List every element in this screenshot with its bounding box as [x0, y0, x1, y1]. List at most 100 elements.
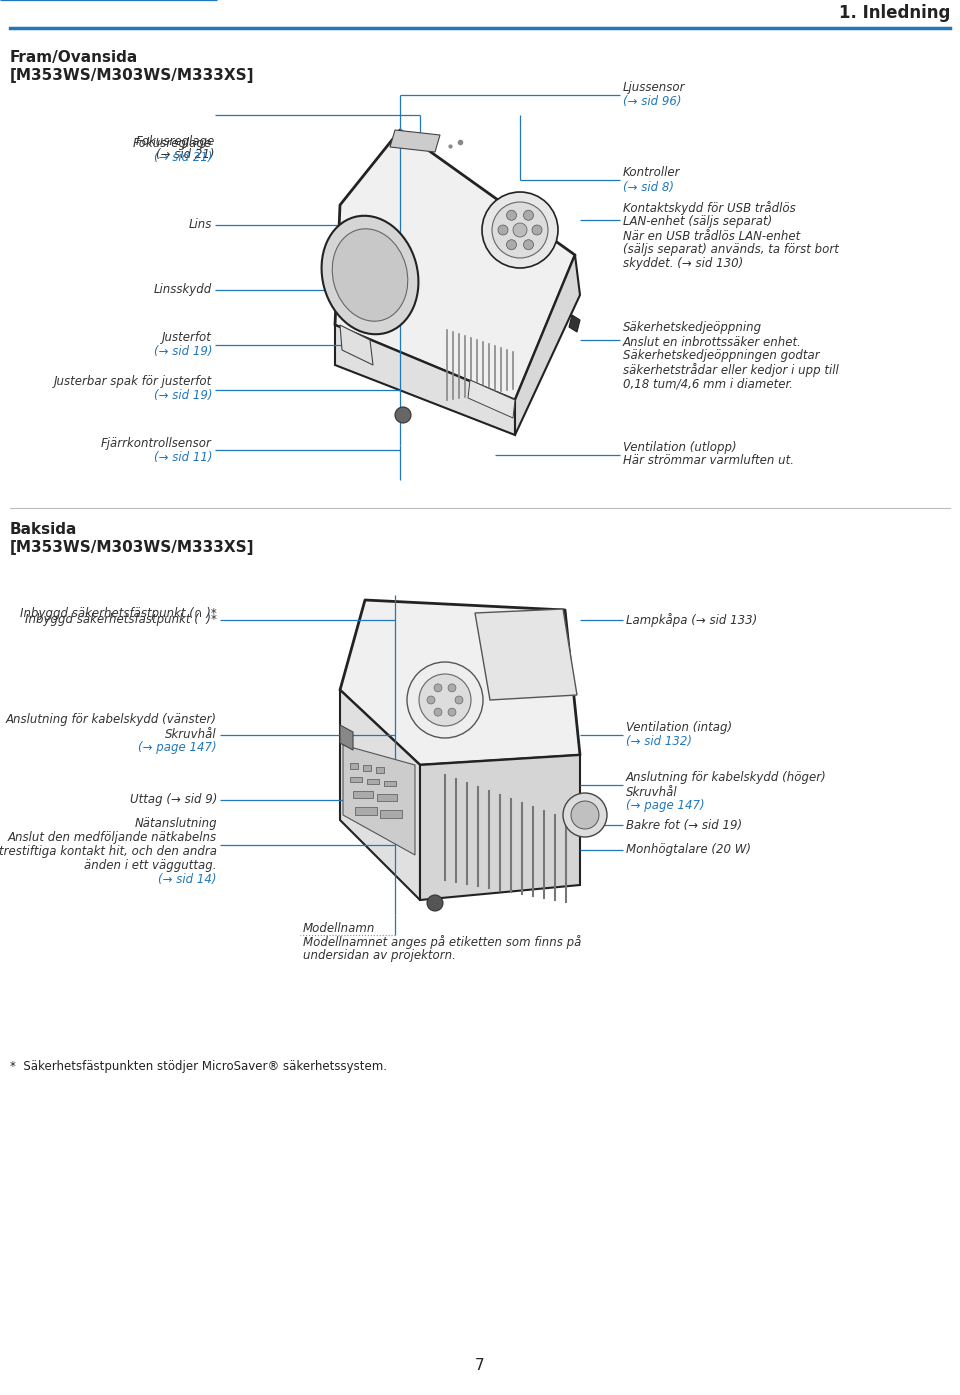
Circle shape [455, 696, 463, 704]
Text: (→ page 147): (→ page 147) [138, 742, 217, 755]
Text: 1. Inledning: 1. Inledning [839, 4, 950, 22]
Circle shape [407, 663, 483, 738]
Circle shape [434, 709, 442, 716]
Text: Kontaktskydd för USB trådlös: Kontaktskydd för USB trådlös [623, 201, 796, 215]
Text: Lampkåpa (→ sid 133): Lampkåpa (→ sid 133) [626, 612, 757, 626]
Circle shape [532, 225, 542, 234]
Polygon shape [569, 315, 580, 332]
Bar [350, 763, 358, 769]
Bar [380, 810, 402, 817]
Bar [353, 791, 373, 798]
Text: (→ sid 21): (→ sid 21) [156, 148, 215, 162]
Text: 0,18 tum/4,6 mm i diameter.: 0,18 tum/4,6 mm i diameter. [623, 378, 793, 391]
Bar [363, 764, 371, 771]
Polygon shape [468, 379, 515, 418]
Text: Ventilation (utlopp): Ventilation (utlopp) [623, 441, 736, 453]
Text: När en USB trådlös LAN-enhet: När en USB trådlös LAN-enhet [623, 230, 801, 243]
Text: [M353WS/M303WS/M333XS]: [M353WS/M303WS/M333XS] [10, 540, 254, 555]
Text: (→ page 147): (→ page 147) [626, 799, 705, 812]
Text: Fram/Ovansida: Fram/Ovansida [10, 50, 138, 66]
Text: Här strömmar varmluften ut.: Här strömmar varmluften ut. [623, 455, 794, 467]
Polygon shape [340, 725, 353, 751]
Text: Skruvhål: Skruvhål [626, 785, 678, 798]
Circle shape [482, 193, 558, 268]
Text: Nätanslutning: Nätanslutning [134, 816, 217, 830]
Text: änden i ett vägguttag.: änden i ett vägguttag. [84, 858, 217, 872]
Text: *  Säkerhetsfästpunkten stödjer MicroSaver® säkerhetssystem.: * Säkerhetsfästpunkten stödjer MicroSave… [10, 1060, 387, 1073]
Text: Modellnamn: Modellnamn [303, 922, 375, 935]
Text: Fokusreglage: Fokusreglage [132, 137, 212, 149]
Bar [377, 794, 397, 801]
Bar [350, 777, 362, 783]
Text: Fokusreglage: Fokusreglage [135, 135, 215, 148]
Polygon shape [420, 755, 580, 900]
Circle shape [448, 684, 456, 692]
Text: undersidan av projektorn.: undersidan av projektorn. [303, 950, 456, 963]
Text: Anslutning för kabelskydd (vänster): Anslutning för kabelskydd (vänster) [6, 713, 217, 727]
Text: Justerbar spak för justerfot: Justerbar spak för justerfot [54, 375, 212, 388]
Text: 7: 7 [475, 1357, 485, 1373]
Ellipse shape [344, 243, 396, 307]
Circle shape [563, 792, 607, 837]
Circle shape [507, 240, 516, 250]
Text: trestiftiga kontakt hit, och den andra: trestiftiga kontakt hit, och den andra [0, 844, 217, 858]
Circle shape [448, 709, 456, 716]
Text: (→ sid 14): (→ sid 14) [158, 872, 217, 886]
Ellipse shape [322, 216, 419, 335]
Text: (→ sid 8): (→ sid 8) [623, 180, 674, 194]
Polygon shape [515, 255, 580, 435]
Circle shape [507, 211, 516, 220]
Text: Bakre fot (→ sid 19): Bakre fot (→ sid 19) [626, 819, 742, 831]
Text: säkerhetstrådar eller kedjor i upp till: säkerhetstrådar eller kedjor i upp till [623, 363, 839, 377]
Text: Ljussensor: Ljussensor [623, 81, 685, 95]
Text: Justerfot: Justerfot [162, 332, 212, 345]
Circle shape [419, 674, 471, 725]
Text: Fjärrkontrollsensor: Fjärrkontrollsensor [101, 437, 212, 449]
Text: Anslut en inbrottssäker enhet.: Anslut en inbrottssäker enhet. [623, 336, 802, 349]
Polygon shape [340, 600, 580, 764]
Circle shape [427, 696, 435, 704]
Bar [376, 767, 384, 773]
Polygon shape [335, 325, 515, 435]
Text: skyddet. (→ sid 130): skyddet. (→ sid 130) [623, 258, 743, 271]
Text: (→ sid 132): (→ sid 132) [626, 735, 692, 749]
Text: Monhögtalare (20 W): Monhögtalare (20 W) [626, 844, 751, 857]
Text: Anslut den medföljande nätkabelns: Anslut den medföljande nätkabelns [8, 830, 217, 844]
Text: (säljs separat) används, ta först bort: (säljs separat) används, ta först bort [623, 244, 839, 257]
Circle shape [513, 223, 527, 237]
Circle shape [523, 240, 534, 250]
Text: (→ sid 19): (→ sid 19) [154, 346, 212, 359]
Text: Uttag (→ sid 9): Uttag (→ sid 9) [130, 794, 217, 806]
Polygon shape [340, 691, 420, 900]
Circle shape [498, 225, 508, 234]
Text: (→ sid 19): (→ sid 19) [154, 389, 212, 403]
Text: Baksida: Baksida [10, 522, 78, 537]
Circle shape [523, 211, 534, 220]
Text: Inbyggd säkerhetsfästpunkt (  )*: Inbyggd säkerhetsfästpunkt ( )* [25, 614, 217, 626]
Polygon shape [343, 745, 415, 855]
Circle shape [571, 801, 599, 829]
Bar [367, 778, 379, 784]
Text: Ventilation (intag): Ventilation (intag) [626, 721, 732, 735]
Text: Inbyggd säkerhetsfästpunkt (∩ )*: Inbyggd säkerhetsfästpunkt (∩ )* [20, 607, 217, 619]
Text: Säkerhetskedjeöppning: Säkerhetskedjeöppning [623, 321, 762, 335]
Text: (→ sid 11): (→ sid 11) [154, 451, 212, 463]
Circle shape [427, 896, 443, 911]
Polygon shape [335, 130, 575, 400]
Text: Skruvhål: Skruvhål [165, 728, 217, 741]
Bar [355, 806, 377, 815]
Text: Kontroller: Kontroller [623, 166, 681, 180]
Text: Anslutning för kabelskydd (höger): Anslutning för kabelskydd (höger) [626, 771, 827, 784]
Text: (→ sid 21): (→ sid 21) [154, 151, 212, 163]
Text: [M353WS/M303WS/M333XS]: [M353WS/M303WS/M333XS] [10, 68, 254, 82]
Polygon shape [390, 130, 440, 152]
Circle shape [434, 684, 442, 692]
Text: LAN-enhet (säljs separat): LAN-enhet (säljs separat) [623, 215, 772, 229]
Text: (→ sid 96): (→ sid 96) [623, 95, 682, 109]
Bar [384, 781, 396, 785]
Ellipse shape [332, 229, 408, 321]
Polygon shape [340, 325, 373, 365]
Ellipse shape [353, 254, 387, 296]
Circle shape [492, 202, 548, 258]
Text: Säkerhetskedjeöppningen godtar: Säkerhetskedjeöppningen godtar [623, 350, 820, 363]
